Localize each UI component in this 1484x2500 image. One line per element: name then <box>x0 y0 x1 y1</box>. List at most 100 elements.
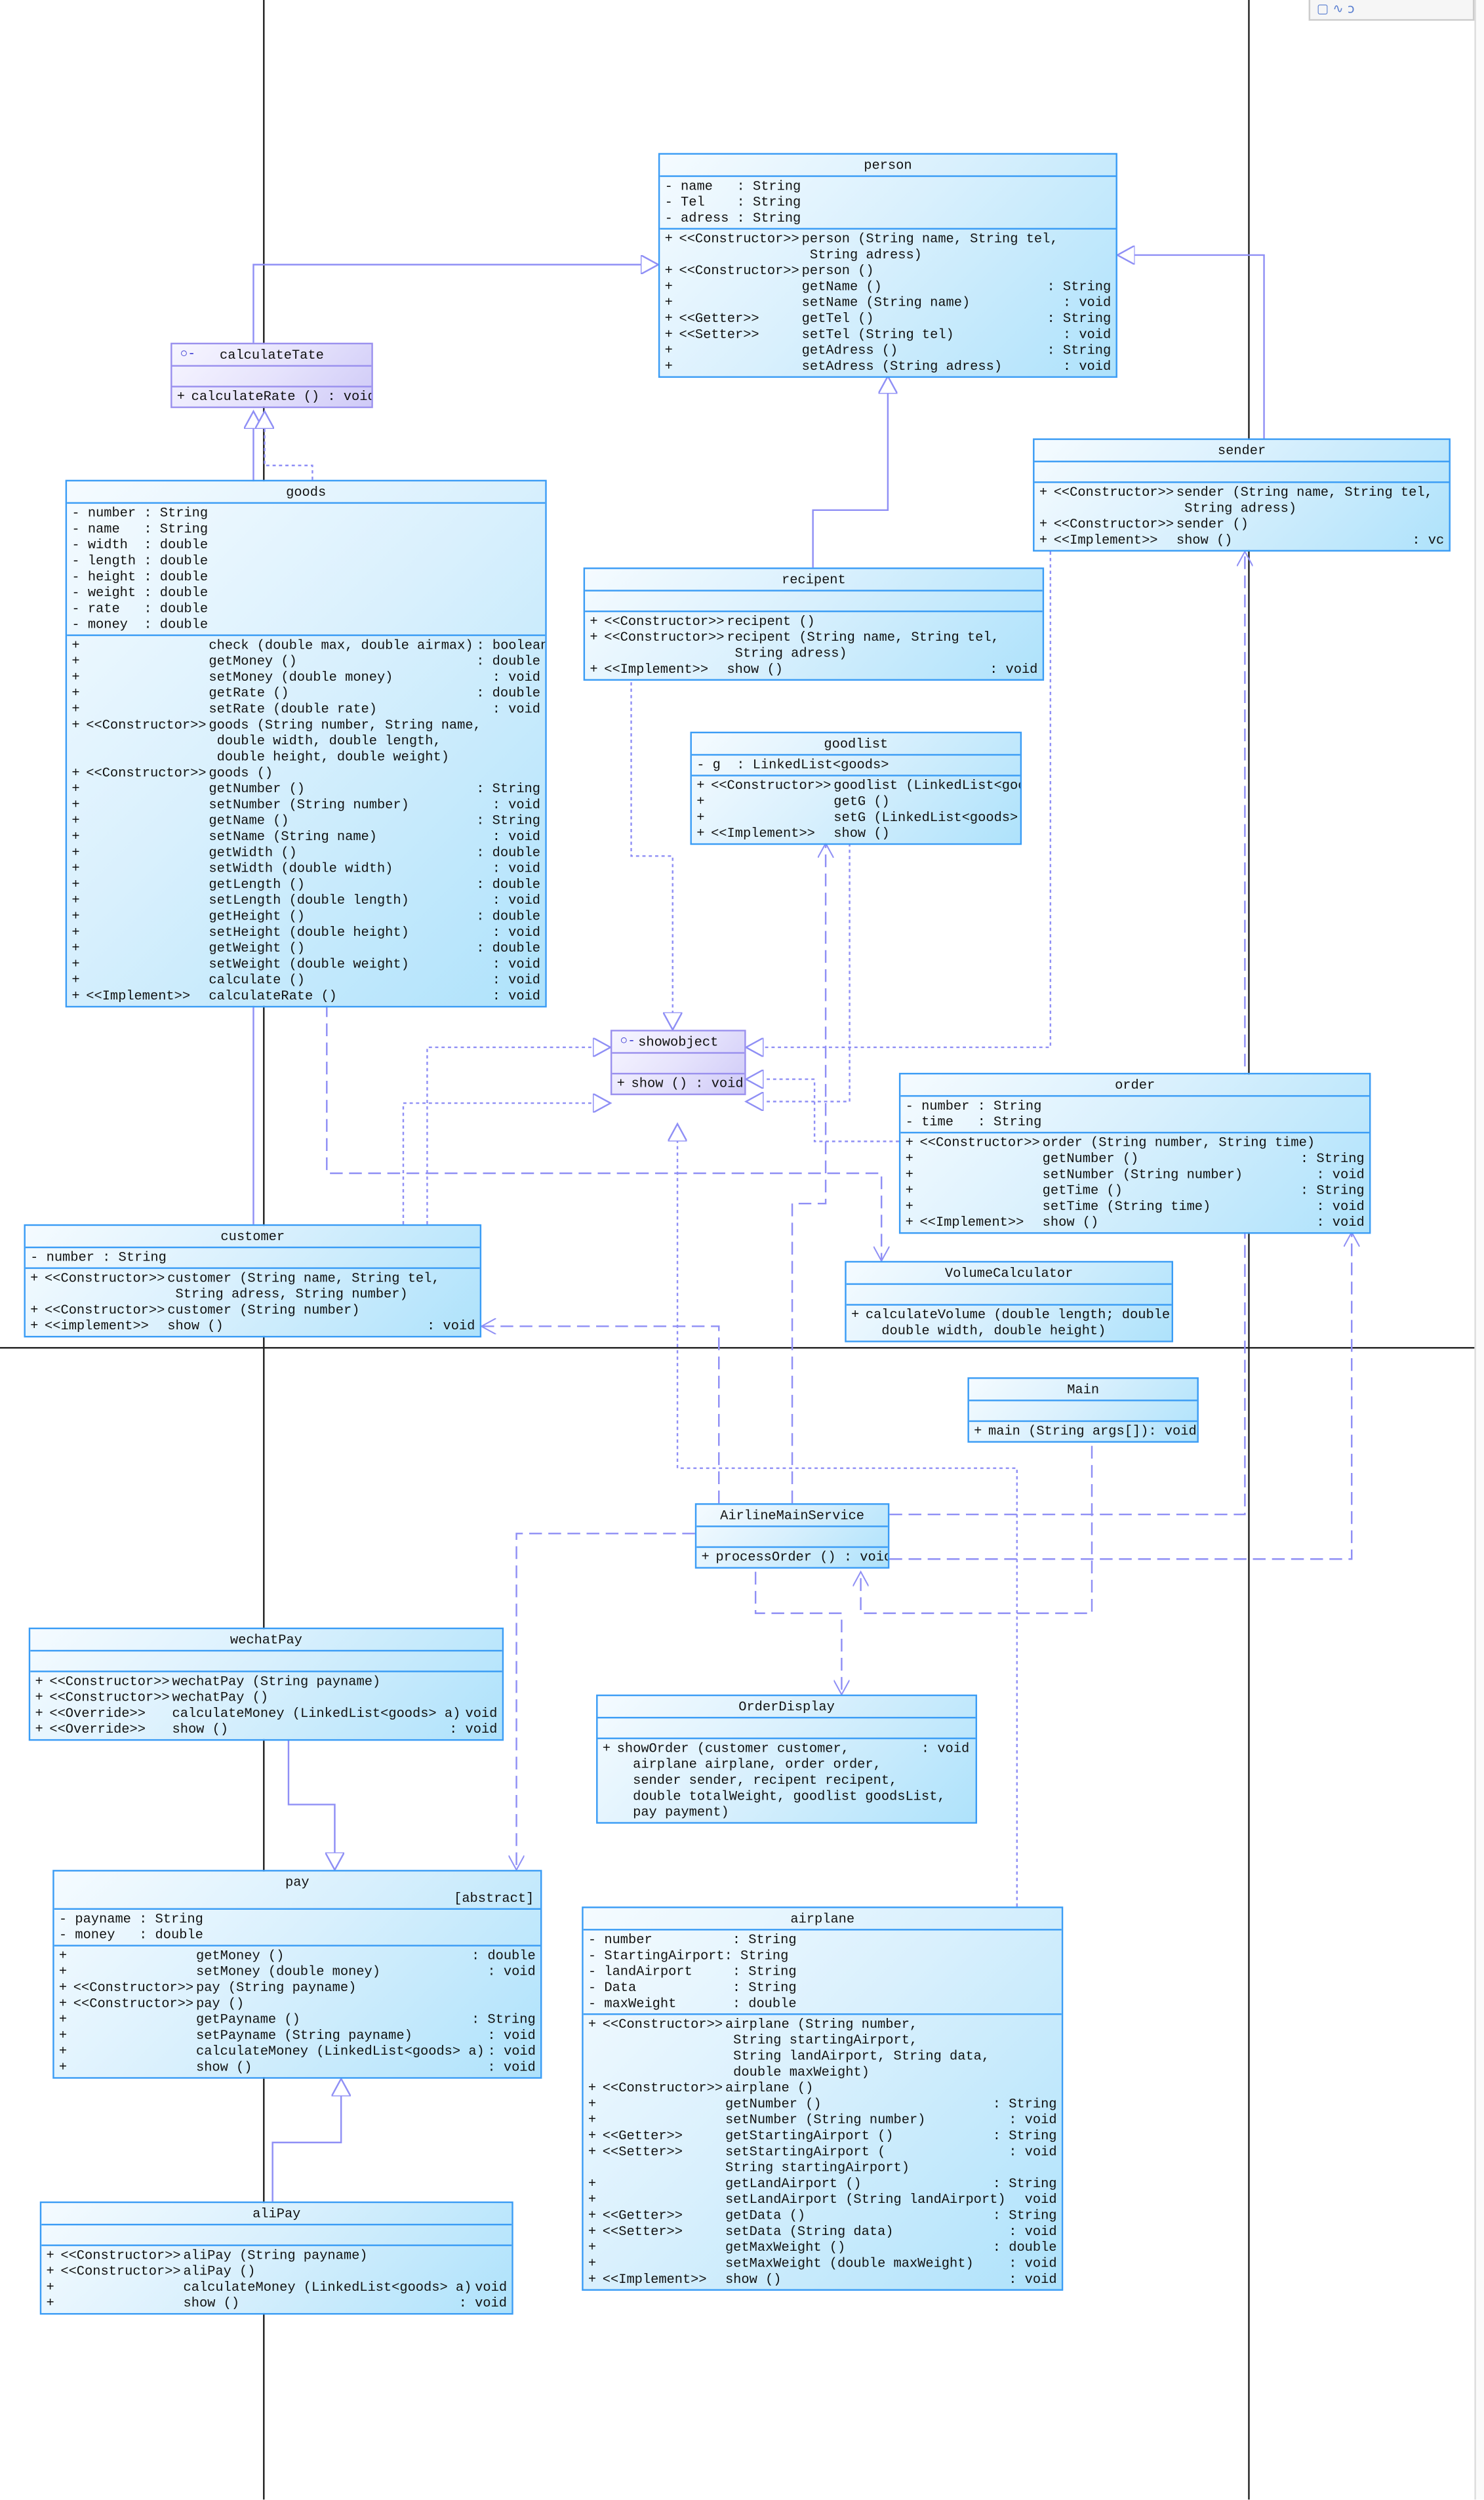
attribute[interactable]: - maxWeight : double <box>588 1996 797 2012</box>
realization-edge[interactable] <box>677 1124 1018 1907</box>
operation[interactable]: + <<Constructor>> airplane () <box>588 2080 1057 2096</box>
class-name-header[interactable]: goods <box>67 481 546 504</box>
class-calculatetate[interactable]: ○- calculateTate + calculateRate () : void <box>170 342 373 409</box>
class-name-header[interactable]: order <box>900 1074 1369 1097</box>
attribute[interactable]: - rate : double <box>71 601 209 617</box>
class-volumecalculator[interactable]: VolumeCalculator + calculateVolume (double… <box>845 1260 1173 1342</box>
attribute[interactable]: - name : String <box>664 178 801 195</box>
operation[interactable]: + <<Implement>> show (): void <box>590 662 1037 677</box>
operation[interactable]: + setLength (double length): void <box>71 893 540 908</box>
operation[interactable]: + <<Constructor>> pay () <box>59 1996 536 2011</box>
attribute[interactable]: - money : double <box>71 616 209 633</box>
operation[interactable]: + <<Constructor>> pay (String payname) <box>59 1980 536 1996</box>
class-customer[interactable]: customer - number : String + <<Constructor>… <box>24 1224 482 1338</box>
operation[interactable]: + setNumber (String number): void <box>906 1167 1365 1182</box>
operation[interactable]: + <<Getter>> getData (): String <box>588 2208 1057 2224</box>
attribute[interactable]: - landAirport : String <box>588 1964 797 1980</box>
class-goods[interactable]: goods - number : String - name : String - w… <box>65 479 547 1008</box>
operation[interactable]: + <<Constructor>> customer (String name, S… <box>30 1270 475 1302</box>
attribute[interactable]: - number : String <box>71 505 209 521</box>
operation[interactable]: + setHeight (double height): void <box>71 925 540 940</box>
dependency-edge[interactable] <box>481 1326 720 1504</box>
operation[interactable]: + <<Implement>> show (): void <box>588 2272 1057 2288</box>
operation[interactable]: + <<Constructor>> goodlist (LinkedList<goo <box>696 778 1020 794</box>
operation[interactable]: + check (double max, double airmax): bool… <box>71 637 545 653</box>
operation[interactable]: + <<Implement>> show () <box>696 826 1015 841</box>
operation[interactable]: + calculateMoney (LinkedList<goods> a) voi… <box>46 2280 507 2295</box>
operation[interactable]: + getNumber (): String <box>588 2096 1057 2112</box>
class-name-header[interactable]: customer <box>25 1226 480 1249</box>
attribute[interactable]: - number : String <box>905 1098 1042 1115</box>
scrollbar[interactable] <box>1474 0 1484 2500</box>
attribute[interactable]: - number : String <box>588 1932 797 1948</box>
operation[interactable]: + getMoney (): double <box>59 1948 536 1964</box>
operation[interactable]: + setName (String name): void <box>71 829 540 845</box>
operation[interactable]: + <<Constructor>> order (String number, St… <box>906 1135 1365 1151</box>
operation[interactable]: + <<Constructor>> wechatPay (String paynam… <box>35 1674 497 1689</box>
realization-edge[interactable] <box>264 411 313 480</box>
operation[interactable]: + getWeight (): double <box>71 940 540 956</box>
class-alipay[interactable]: aliPay + <<Constructor>> aliPay (String pay… <box>39 2201 513 2315</box>
operation[interactable]: + <<implement>> show (): void <box>30 1318 475 1334</box>
attribute[interactable]: - Data : String <box>588 1979 797 1996</box>
attribute[interactable]: - weight : double <box>71 585 209 601</box>
dependency-edge[interactable] <box>861 1445 1093 1615</box>
attribute[interactable]: - g : LinkedList<goods> <box>696 757 889 773</box>
class-name-header[interactable]: VolumeCalculator <box>846 1262 1172 1285</box>
operation[interactable]: + main (String args[]): void <box>974 1424 1197 1440</box>
class-sender[interactable]: sender + <<Constructor>> sender (String nam… <box>1033 438 1451 552</box>
operation[interactable]: + getMoney (): double <box>71 654 540 670</box>
operation[interactable]: + setMoney (double money): void <box>71 670 540 685</box>
operation[interactable]: + getLandAirport (): String <box>588 2176 1057 2192</box>
operation[interactable]: + setG (LinkedList<goods> <box>696 810 1018 826</box>
attribute[interactable]: - length : double <box>71 553 209 569</box>
operation[interactable]: + setAdress (String adress): void <box>665 359 1112 374</box>
operation[interactable]: + <<Setter>> setTel (String tel): void <box>665 327 1112 342</box>
class-person[interactable]: person - name : String - Tel : String - adr… <box>658 153 1117 378</box>
operation[interactable]: + getNumber (): String <box>906 1151 1365 1167</box>
generalization-edge[interactable] <box>287 1739 334 1870</box>
operation[interactable]: + <<Constructor>> goods () <box>71 765 540 781</box>
operation[interactable]: + getMaxWeight (): double <box>588 2240 1057 2255</box>
line-icon[interactable]: ∿ <box>1333 1 1344 16</box>
class-name-header[interactable]: OrderDisplay <box>597 1696 976 1719</box>
dependency-edge[interactable] <box>889 552 1245 1516</box>
lasso-icon[interactable]: ↄ <box>1347 1 1355 16</box>
class-name-header[interactable]: AirlineMainService <box>696 1505 888 1527</box>
class-order[interactable]: order - number : String - time : String + <<… <box>898 1072 1371 1234</box>
attribute[interactable]: - payname : String <box>58 1911 203 1927</box>
attribute[interactable]: - Tel : String <box>664 194 801 211</box>
operation[interactable]: + getLength (): double <box>71 877 540 893</box>
operation[interactable]: + setMaxWeight (double maxWeight): void <box>588 2255 1057 2271</box>
operation[interactable]: + getPayname (): String <box>59 2012 536 2028</box>
generalization-edge[interactable] <box>1117 255 1265 439</box>
operation[interactable]: + getG () <box>696 794 1015 809</box>
class-name-header[interactable]: wechatPay <box>30 1629 502 1652</box>
class-name-header[interactable]: goodlist <box>691 733 1020 756</box>
operation[interactable]: + showOrder (customer customer, : void ai… <box>603 1741 971 1821</box>
operation[interactable]: + setRate (double rate): void <box>71 702 540 717</box>
operation[interactable]: + <<Constructor>> sender (String name, Str… <box>1039 485 1444 517</box>
operation[interactable]: + setNumber (String number): void <box>588 2112 1057 2128</box>
dependency-edge[interactable] <box>889 1232 1352 1560</box>
operation[interactable]: + <<Override>> show (): void <box>35 1722 497 1737</box>
operation[interactable]: + getName (): String <box>665 279 1112 294</box>
generalization-edge[interactable] <box>812 376 888 568</box>
operation[interactable]: + getName (): String <box>71 813 540 829</box>
operation[interactable]: + <<Constructor>> airplane (String number,… <box>588 2017 1057 2080</box>
operation[interactable]: + setNumber (String number): void <box>71 797 540 813</box>
operation[interactable]: + show () : void <box>617 1076 744 1092</box>
operation[interactable]: + calculateMoney (LinkedList<goods> a): v… <box>59 2044 536 2059</box>
class-showobject[interactable]: ○- showobject + show () : void <box>610 1030 746 1095</box>
operation[interactable]: + <<Implement>> show (): void <box>906 1215 1365 1230</box>
class-orderdisplay[interactable]: OrderDisplay + showOrder (customer custome… <box>596 1694 978 1824</box>
operation[interactable]: + <<Getter>> getTel (): String <box>665 311 1112 327</box>
class-airplane[interactable]: airplane - number : String - StartingAirpo… <box>582 1906 1064 2291</box>
operation[interactable]: + setTime (String time): void <box>906 1199 1365 1215</box>
operation[interactable]: + show (): void <box>59 2059 536 2075</box>
operation[interactable]: + <<Constructor>> goods (String number, St… <box>71 717 540 765</box>
operation[interactable]: + getHeight (): double <box>71 908 540 924</box>
operation[interactable]: + show (): void <box>46 2295 506 2311</box>
operation[interactable]: + calculateVolume (double length; double … <box>851 1307 1170 1339</box>
